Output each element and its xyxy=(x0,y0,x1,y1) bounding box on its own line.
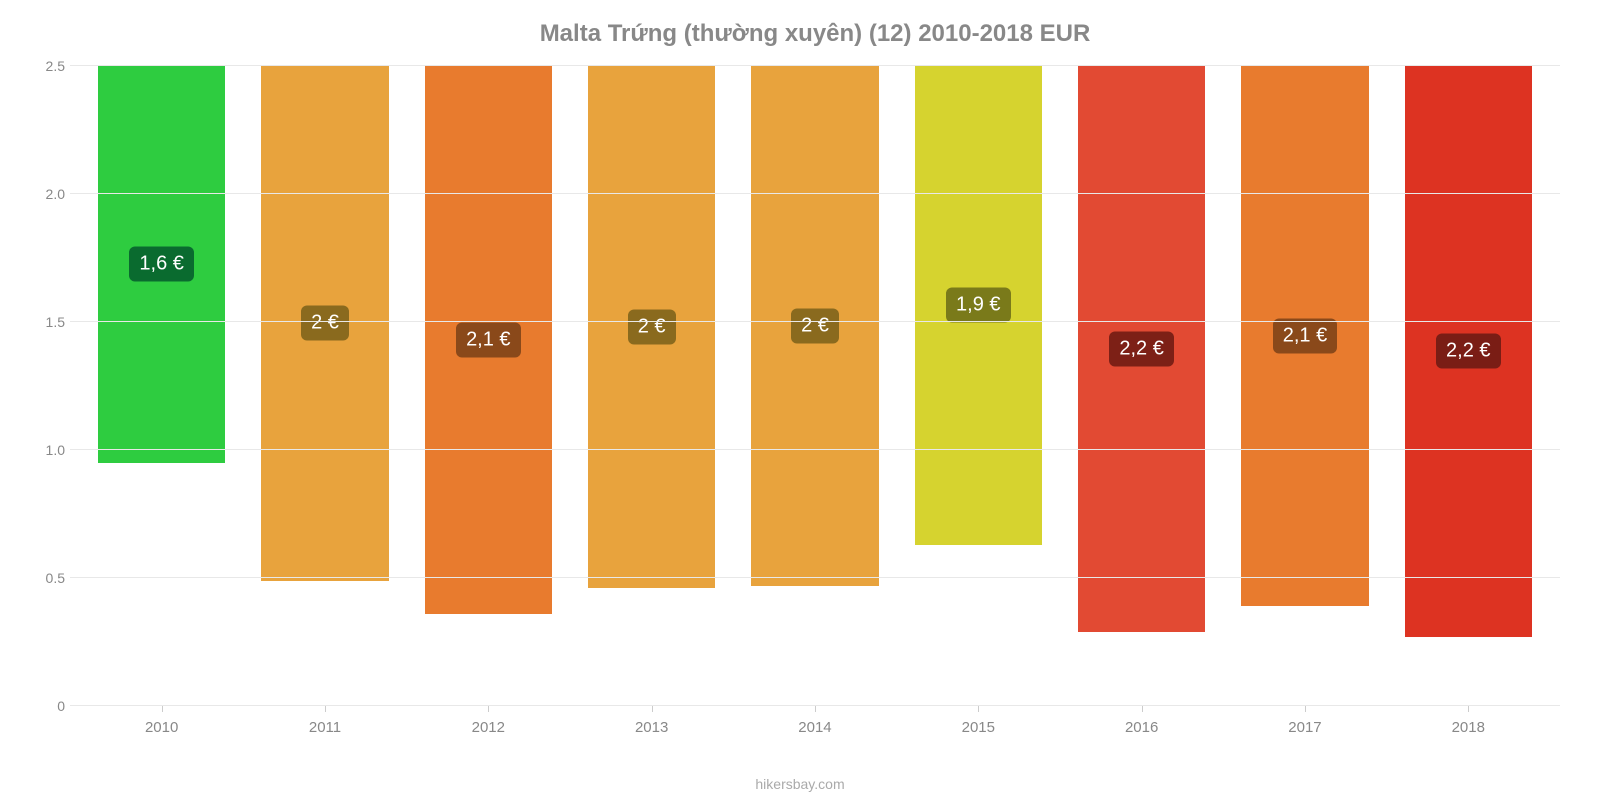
x-tick-mark xyxy=(1468,706,1469,712)
plot-area: 00.51.01.52.02.5 1,6 €20102 €20112,1 €20… xyxy=(70,66,1560,706)
attribution-text: hikersbay.com xyxy=(755,776,844,792)
bar-value-label: 1,9 € xyxy=(946,288,1010,323)
bar: 2 € xyxy=(588,66,715,588)
x-tick-label: 2011 xyxy=(309,719,341,736)
y-tick-label: 0 xyxy=(25,698,65,714)
bar-slot: 2,1 €2012 xyxy=(407,66,570,706)
bar: 1,6 € xyxy=(98,66,225,463)
bar-value-label: 2,2 € xyxy=(1436,334,1500,369)
bar: 2 € xyxy=(261,66,388,581)
bar-value-label: 2,1 € xyxy=(456,322,520,357)
bar-slot: 2,2 €2018 xyxy=(1387,66,1550,706)
bar-value-label: 2 € xyxy=(628,310,676,345)
y-gridline xyxy=(70,449,1560,450)
bar: 2,2 € xyxy=(1405,66,1532,637)
y-tick-label: 2.5 xyxy=(25,58,65,74)
y-tick-label: 1.0 xyxy=(25,442,65,458)
x-tick-mark xyxy=(488,706,489,712)
chart-container: Malta Trứng (thường xuyên) (12) 2010-201… xyxy=(0,0,1600,800)
bars-group: 1,6 €20102 €20112,1 €20122 €20132 €20141… xyxy=(70,66,1560,706)
x-tick-label: 2014 xyxy=(798,719,831,736)
bar-value-label: 2,2 € xyxy=(1109,331,1173,366)
x-tick-label: 2013 xyxy=(635,719,668,736)
x-tick-label: 2015 xyxy=(962,719,995,736)
bar-value-label: 2 € xyxy=(301,306,349,341)
bar: 2,1 € xyxy=(425,66,552,614)
chart-title: Malta Trứng (thường xuyên) (12) 2010-201… xyxy=(70,20,1560,48)
y-gridline xyxy=(70,193,1560,194)
y-gridline xyxy=(70,65,1560,66)
bar-value-label: 2,1 € xyxy=(1273,319,1337,354)
bar-slot: 2 €2014 xyxy=(733,66,896,706)
bar-slot: 2,1 €2017 xyxy=(1223,66,1386,706)
bar-slot: 1,6 €2010 xyxy=(80,66,243,706)
bar-slot: 2 €2011 xyxy=(243,66,406,706)
x-tick-label: 2016 xyxy=(1125,719,1158,736)
x-tick-mark xyxy=(815,706,816,712)
bar: 2 € xyxy=(751,66,878,586)
bar: 2,2 € xyxy=(1078,66,1205,632)
bar-slot: 2 €2013 xyxy=(570,66,733,706)
bar-slot: 2,2 €2016 xyxy=(1060,66,1223,706)
x-tick-mark xyxy=(325,706,326,712)
x-tick-mark xyxy=(1305,706,1306,712)
x-tick-mark xyxy=(652,706,653,712)
y-tick-label: 1.5 xyxy=(25,314,65,330)
y-gridline xyxy=(70,321,1560,322)
bar-slot: 1,9 €2015 xyxy=(897,66,1060,706)
x-tick-mark xyxy=(162,706,163,712)
y-axis: 00.51.01.52.02.5 xyxy=(25,66,65,706)
y-tick-label: 0.5 xyxy=(25,570,65,586)
x-tick-label: 2010 xyxy=(145,719,178,736)
bar-value-label: 1,6 € xyxy=(129,247,193,282)
x-tick-mark xyxy=(978,706,979,712)
bar: 2,1 € xyxy=(1241,66,1368,606)
x-tick-label: 2017 xyxy=(1288,719,1321,736)
y-tick-label: 2.0 xyxy=(25,186,65,202)
y-gridline xyxy=(70,705,1560,706)
y-gridline xyxy=(70,577,1560,578)
x-tick-mark xyxy=(1142,706,1143,712)
bar: 1,9 € xyxy=(915,66,1042,545)
x-tick-label: 2018 xyxy=(1452,719,1485,736)
bar-value-label: 2 € xyxy=(791,308,839,343)
x-tick-label: 2012 xyxy=(472,719,505,736)
